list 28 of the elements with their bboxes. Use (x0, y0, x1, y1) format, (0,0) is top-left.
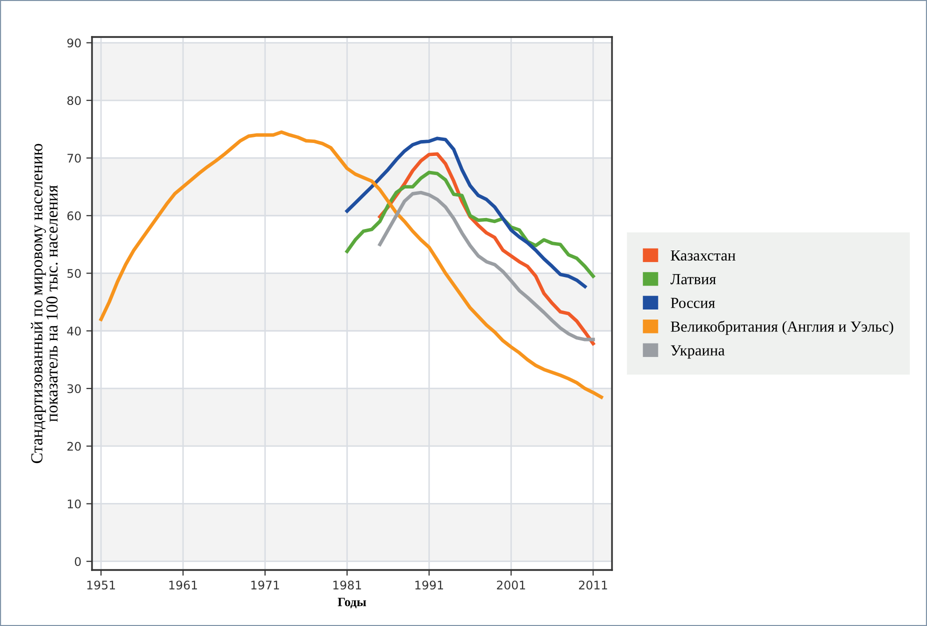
y-tick-label: 20 (67, 442, 81, 451)
y-tick-label: 10 (68, 499, 81, 508)
x-tick-label: 1981 (333, 580, 362, 590)
x-tick-label: 1991 (415, 580, 444, 590)
line-series (345, 136, 587, 288)
y-tick-label: 80 (67, 96, 81, 106)
x-tick-label: 1951 (87, 580, 115, 590)
x-tick-label: 1971 (251, 580, 279, 590)
legend-label: Латвия (670, 274, 716, 284)
y-tick-label: 60 (67, 211, 81, 220)
x-tick-label: 2011 (578, 580, 608, 590)
legend-label: Россия (670, 298, 715, 308)
line-series (378, 190, 595, 342)
legend-label: Великобритания (Англия и Уэльс) (670, 320, 894, 335)
legend-label: Казахстан (670, 250, 736, 261)
legend-label: Украина (670, 345, 725, 359)
y-axis-title: Стандартизованный по мировому населению показатель на 100 тыс. населения (30, 144, 58, 464)
y-tick-label: 40 (67, 326, 81, 336)
x-tick-label: 1961 (169, 580, 197, 590)
y-tick-label: 70 (68, 154, 81, 163)
y-tick-label: 50 (67, 268, 81, 278)
line-series (99, 130, 604, 399)
y-tick-label: 30 (67, 384, 81, 394)
x-tick-label: 2001 (496, 580, 526, 590)
line-series (345, 170, 595, 278)
y-tick-label: 0 (74, 557, 81, 566)
x-axis-title: Годы (338, 598, 366, 608)
y-tick-label: 90 (67, 38, 81, 48)
